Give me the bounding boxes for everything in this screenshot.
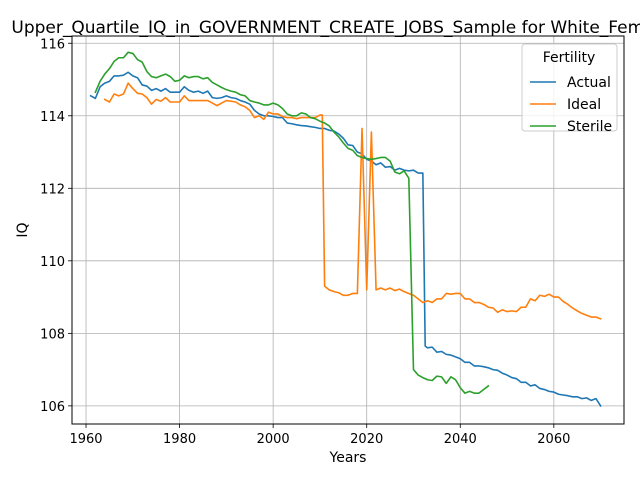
legend-label-sterile: Sterile — [567, 119, 612, 135]
y-tick-label: 112 — [40, 182, 65, 197]
y-tick-label: 106 — [40, 400, 65, 415]
series-line-actual — [89, 71, 602, 407]
x-tick-label: 2000 — [257, 432, 290, 447]
y-tick-label: 116 — [40, 37, 65, 52]
legend-box — [521, 43, 618, 132]
axis-ticks: 1960 1980 2000 2020 2040 2060 106 108 110 112 114 1… — [40, 37, 570, 447]
series-line-sterile — [94, 51, 490, 394]
x-tick-label: 1960 — [69, 432, 102, 447]
x-axis-label: Years — [329, 450, 367, 466]
series-line-ideal — [103, 82, 602, 320]
legend-label-actual: Actual — [567, 75, 611, 91]
legend: Fertility Actual Ideal Sterile — [521, 43, 618, 135]
y-tick-label: 114 — [40, 110, 65, 125]
chart-title: Upper_Quartile_IQ_in_GOVERNMENT_CREATE_J… — [11, 18, 640, 38]
series-lines — [89, 51, 602, 407]
x-tick-label: 1980 — [163, 432, 196, 447]
y-tick-label: 110 — [40, 255, 65, 270]
y-axis-label: IQ — [15, 222, 31, 237]
legend-label-ideal: Ideal — [567, 97, 601, 113]
legend-items: Actual Ideal Sterile — [530, 75, 612, 135]
legend-title: Fertility — [543, 50, 596, 66]
x-tick-label: 2040 — [444, 432, 477, 447]
x-tick-label: 2060 — [537, 432, 570, 447]
y-tick-label: 108 — [40, 327, 65, 342]
plot-frame — [71, 35, 625, 425]
x-tick-label: 2020 — [350, 432, 383, 447]
